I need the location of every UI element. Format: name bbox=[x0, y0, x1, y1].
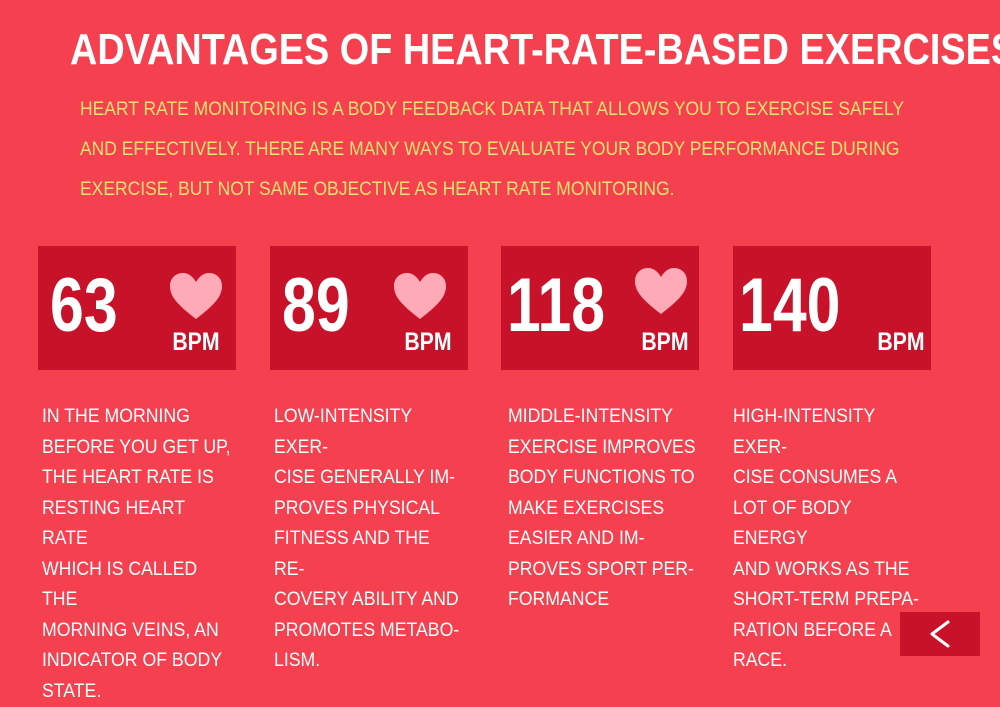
heart-icon bbox=[170, 273, 222, 319]
card-description-middle-intensity: MIDDLE-INTENSITY EXERCISE IMPROVES BODY … bbox=[508, 406, 696, 610]
card-description-high-intensity: HIGH-INTENSITY EXER- CISE CONSUMES A LOT… bbox=[733, 406, 919, 671]
heart-rate-card-140: 140 BPM bbox=[733, 246, 931, 370]
bpm-value: 63 bbox=[50, 263, 118, 348]
bpm-unit: BPM bbox=[404, 328, 452, 356]
bpm-value: 118 bbox=[507, 263, 606, 348]
intro-text: HEART RATE MONITORING IS A BODY FEEDBACK… bbox=[80, 99, 904, 200]
card-description-resting: IN THE MORNING BEFORE YOU GET UP, THE HE… bbox=[42, 406, 231, 702]
page-title: ADVANTAGES OF HEART-RATE-BASED EXERCISES bbox=[70, 25, 1000, 74]
bpm-unit: BPM bbox=[172, 328, 220, 356]
bpm-value: 140 bbox=[739, 263, 841, 348]
back-button[interactable] bbox=[900, 612, 980, 656]
heart-rate-card-63: 63 BPM bbox=[38, 246, 236, 370]
heart-icon bbox=[635, 268, 687, 314]
bpm-value: 89 bbox=[282, 263, 350, 348]
bpm-unit: BPM bbox=[877, 328, 925, 356]
heart-icon bbox=[394, 273, 446, 319]
card-description-low-intensity: LOW-INTENSITY EXER- CISE GENERALLY IM- P… bbox=[274, 406, 460, 671]
bpm-unit: BPM bbox=[641, 328, 689, 356]
heart-rate-card-118: 118 BPM bbox=[501, 246, 699, 370]
heart-rate-card-89: 89 BPM bbox=[270, 246, 468, 370]
chevron-left-icon bbox=[930, 620, 950, 648]
